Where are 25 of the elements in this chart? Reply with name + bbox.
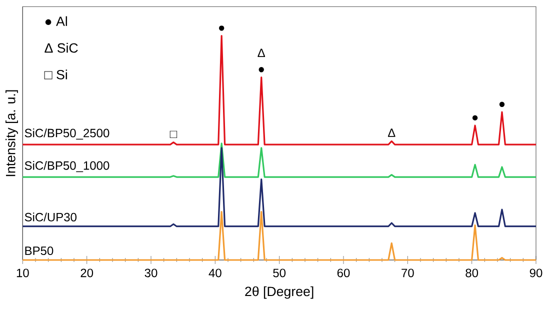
annotation: ● xyxy=(258,67,264,72)
series-label: SiC/UP30 xyxy=(24,212,76,222)
x-tick-label: 20 xyxy=(80,268,94,278)
annotation: □ Si xyxy=(44,70,67,80)
x-tick-label: 60 xyxy=(337,268,350,278)
y-axis-title: Intensity [a. u.] xyxy=(6,90,18,176)
x-tick-label: 10 xyxy=(16,268,29,278)
series-label: BP50 xyxy=(25,246,54,256)
series-label: SiC/BP50_2500 xyxy=(24,128,110,140)
annotation: Δ xyxy=(388,128,396,137)
series-label: SiC/BP50_1000 xyxy=(24,160,110,172)
x-tick-label: 90 xyxy=(530,268,542,278)
annotation: Δ xyxy=(258,48,266,58)
x-tick-label: 50 xyxy=(273,268,286,278)
annotation: ● xyxy=(472,115,478,120)
x-tick-label: 70 xyxy=(402,268,414,278)
text: ● Al xyxy=(45,16,67,26)
annotation: ● xyxy=(499,102,505,107)
annotation: Δ SiC xyxy=(44,42,78,53)
annotation: □ xyxy=(170,130,178,138)
annotation: ● xyxy=(219,26,224,31)
x-tick-label: 30 xyxy=(144,268,158,278)
x-axis-title: 2θ [Degree] xyxy=(245,286,314,299)
x-tick-label: 40 xyxy=(208,268,222,278)
x-tick-label: 80 xyxy=(466,268,478,278)
